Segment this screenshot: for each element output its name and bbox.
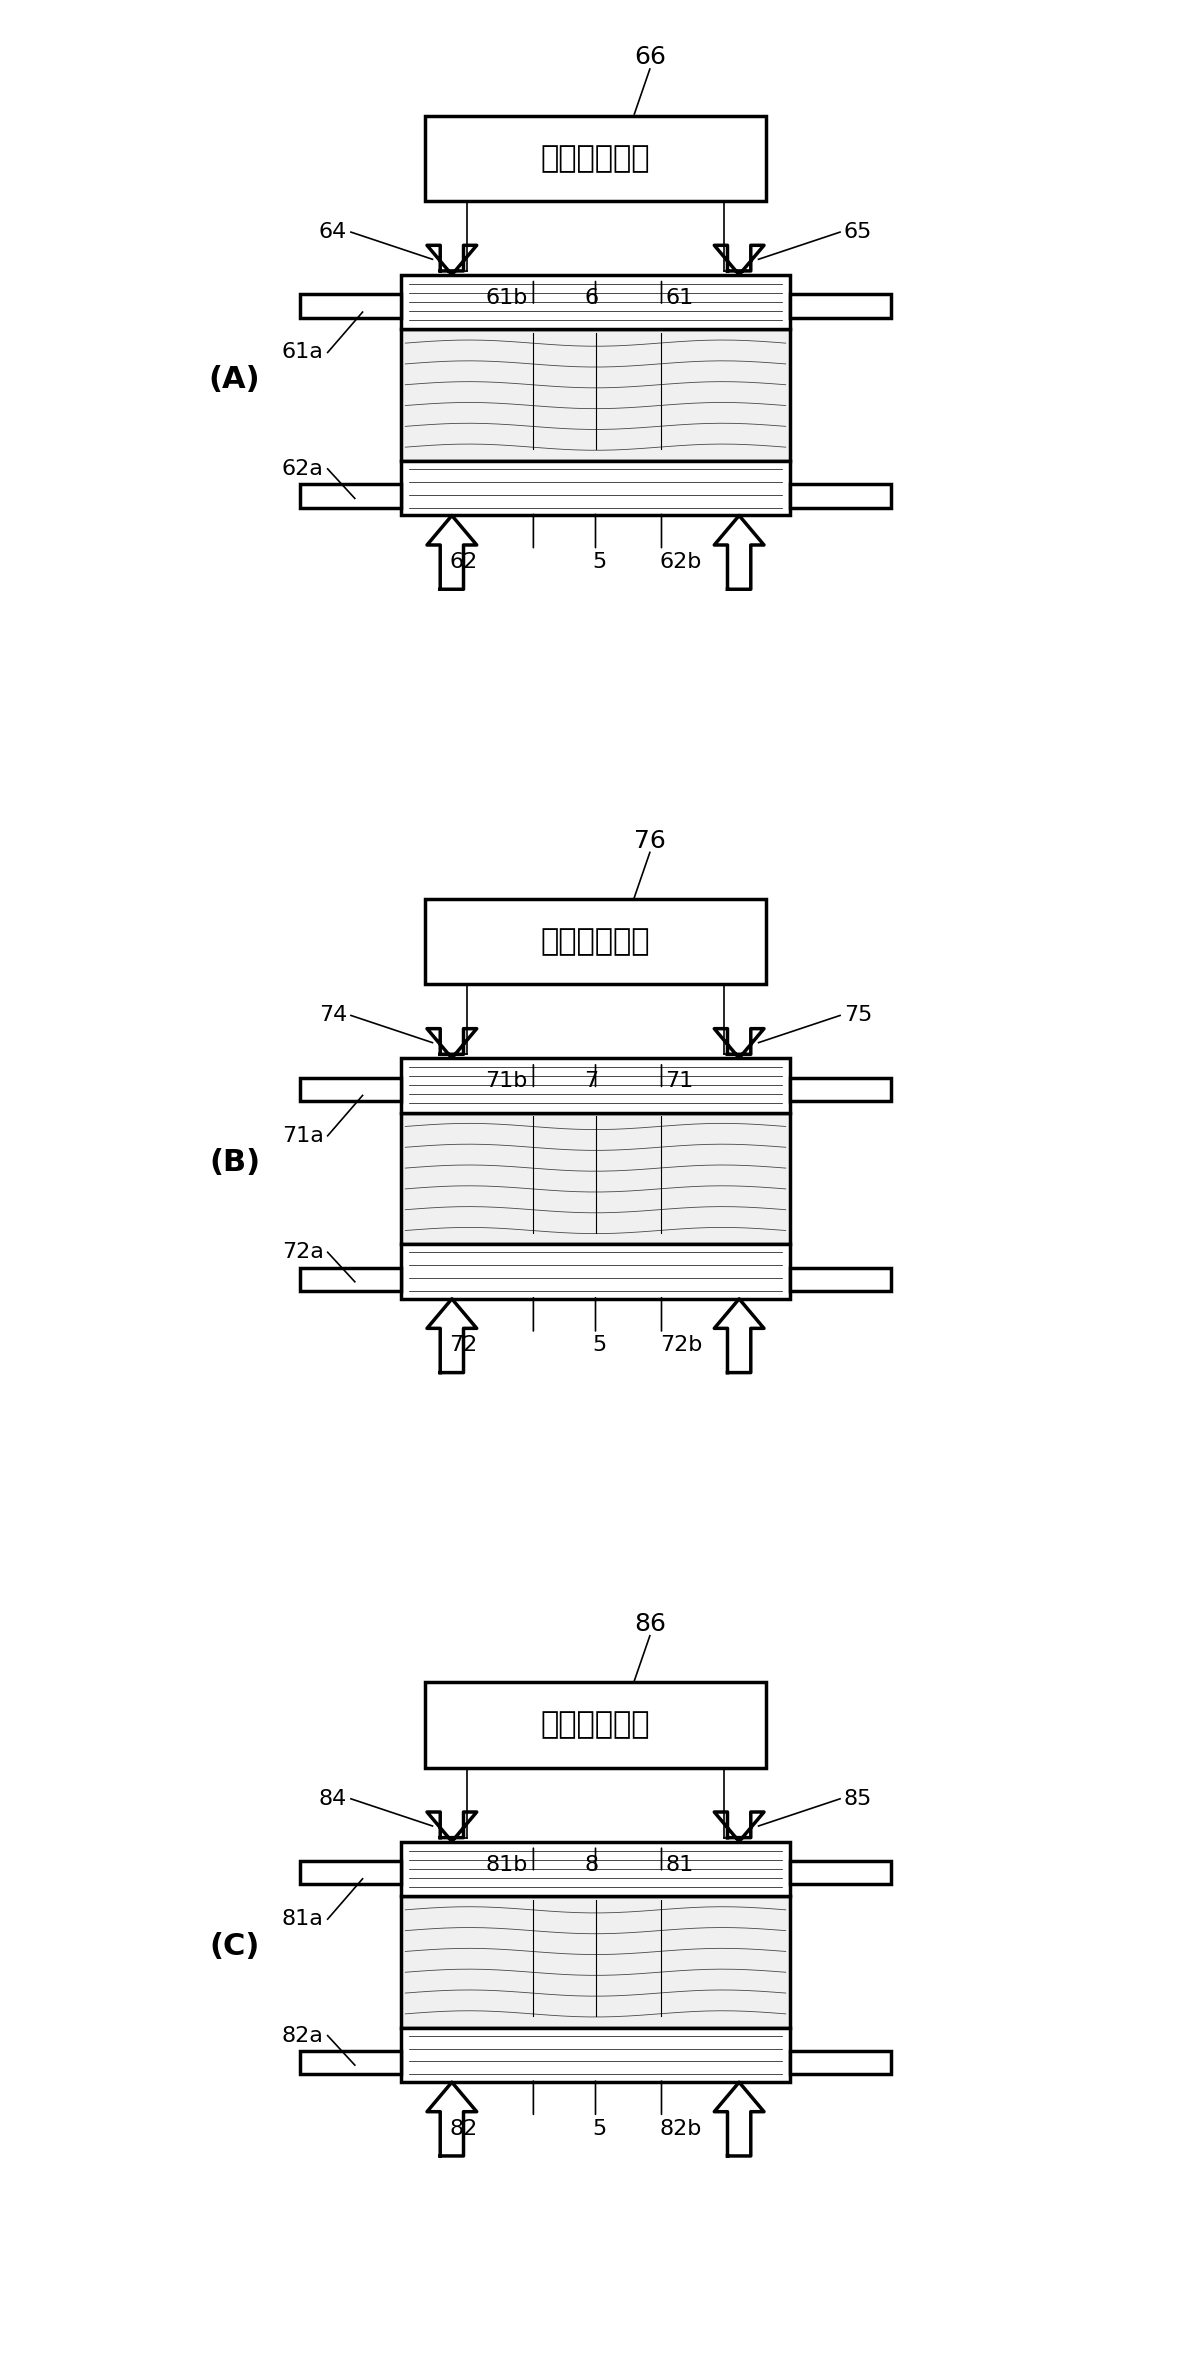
Polygon shape xyxy=(715,1813,763,1841)
Text: 6: 6 xyxy=(585,288,599,309)
Bar xyxy=(425,115,766,200)
Bar xyxy=(790,1077,891,1101)
Bar xyxy=(401,1895,790,2027)
Bar xyxy=(401,2027,790,2081)
Text: 载荷控制装置: 载荷控制装置 xyxy=(541,1711,650,1739)
Polygon shape xyxy=(428,2081,476,2157)
Text: 71a: 71a xyxy=(282,1127,324,1146)
Text: 82: 82 xyxy=(449,2119,478,2138)
Bar xyxy=(401,1841,790,1895)
Bar xyxy=(401,276,790,330)
Bar xyxy=(790,2051,891,2074)
Text: 65: 65 xyxy=(844,222,872,243)
Text: 载荷控制装置: 载荷控制装置 xyxy=(541,144,650,172)
Bar xyxy=(790,486,891,507)
Bar xyxy=(401,1113,790,1244)
Polygon shape xyxy=(715,1028,763,1058)
Bar xyxy=(300,2051,401,2074)
Bar xyxy=(300,1268,401,1292)
Text: 61a: 61a xyxy=(282,342,324,363)
Text: (C): (C) xyxy=(210,1933,260,1961)
Text: (B): (B) xyxy=(208,1148,260,1178)
Text: 71: 71 xyxy=(666,1072,693,1091)
Text: 62a: 62a xyxy=(282,460,324,478)
Text: 61: 61 xyxy=(666,288,693,309)
Polygon shape xyxy=(715,245,763,276)
Text: 75: 75 xyxy=(844,1006,872,1025)
Polygon shape xyxy=(428,516,476,589)
Text: 81b: 81b xyxy=(485,1855,528,1874)
Bar xyxy=(401,462,790,516)
Text: 64: 64 xyxy=(319,222,347,243)
Bar xyxy=(300,1077,401,1101)
Text: 72b: 72b xyxy=(660,1336,701,1355)
Text: 5: 5 xyxy=(592,1336,606,1355)
Polygon shape xyxy=(428,1299,476,1372)
Bar xyxy=(790,1268,891,1292)
Bar xyxy=(401,330,790,462)
Polygon shape xyxy=(715,1299,763,1372)
Text: 71b: 71b xyxy=(485,1072,528,1091)
Bar xyxy=(425,898,766,985)
Text: (A): (A) xyxy=(208,365,261,394)
Bar xyxy=(790,295,891,318)
Text: 82b: 82b xyxy=(660,2119,701,2138)
Text: 61b: 61b xyxy=(485,288,528,309)
Text: 载荷控制装置: 载荷控制装置 xyxy=(541,926,650,957)
Text: 72a: 72a xyxy=(282,1242,324,1263)
Text: 84: 84 xyxy=(319,1789,347,1808)
Text: 74: 74 xyxy=(319,1006,347,1025)
Text: 5: 5 xyxy=(592,2119,606,2138)
Text: 62b: 62b xyxy=(660,552,701,573)
Text: 81: 81 xyxy=(666,1855,693,1874)
Bar xyxy=(425,1683,766,1768)
Text: 5: 5 xyxy=(592,552,606,573)
Text: 66: 66 xyxy=(634,45,666,68)
Text: 72: 72 xyxy=(449,1336,478,1355)
Polygon shape xyxy=(715,516,763,589)
Polygon shape xyxy=(428,245,476,276)
Text: 81a: 81a xyxy=(282,1909,324,1928)
Text: 76: 76 xyxy=(634,830,666,853)
Bar xyxy=(300,295,401,318)
Text: 86: 86 xyxy=(634,1612,666,1636)
Bar xyxy=(300,1862,401,1883)
Text: 8: 8 xyxy=(585,1855,599,1874)
Polygon shape xyxy=(428,1028,476,1058)
Polygon shape xyxy=(715,2081,763,2157)
Bar xyxy=(300,486,401,507)
Text: 7: 7 xyxy=(585,1072,599,1091)
Text: 62: 62 xyxy=(449,552,478,573)
Bar xyxy=(401,1058,790,1113)
Polygon shape xyxy=(428,1813,476,1841)
Bar xyxy=(790,1862,891,1883)
Text: 82a: 82a xyxy=(282,2025,324,2046)
Text: 85: 85 xyxy=(844,1789,872,1808)
Bar xyxy=(401,1244,790,1299)
